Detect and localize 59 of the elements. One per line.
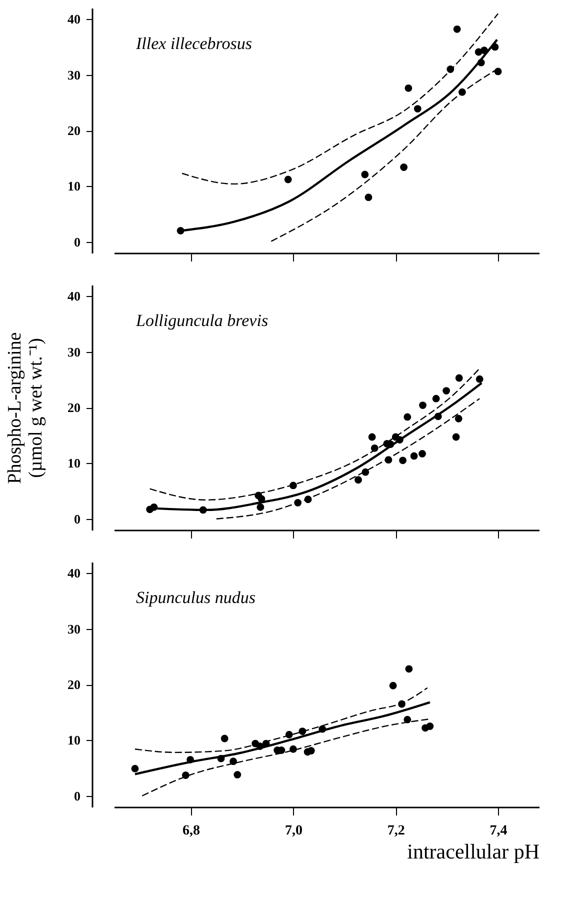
point xyxy=(368,433,376,441)
line-series xyxy=(134,701,432,776)
y-tick-label: 10 xyxy=(68,178,80,194)
x-tick-label: 7,0 xyxy=(284,824,302,838)
point xyxy=(399,456,407,464)
line-series xyxy=(216,398,480,520)
point xyxy=(410,452,418,460)
line-series xyxy=(142,718,431,796)
y-tick-label: 20 xyxy=(68,123,80,138)
point xyxy=(364,194,372,202)
x-axis-title: intracellular pH xyxy=(407,840,540,864)
point xyxy=(404,413,412,421)
x-tick-label: 7,2 xyxy=(387,824,405,838)
point xyxy=(234,771,242,778)
y-tick-label: 30 xyxy=(68,344,80,360)
y-tick-label: 40 xyxy=(68,12,80,27)
point xyxy=(476,375,484,383)
x-tick-label: 7,4 xyxy=(490,824,508,838)
text: Lolliguncula brevis xyxy=(135,311,268,330)
point xyxy=(414,105,422,112)
text: Illex illecebrosus xyxy=(135,34,252,53)
point xyxy=(361,170,369,178)
point xyxy=(182,772,190,779)
y-tick-label: 30 xyxy=(68,621,80,636)
y-axis-title: Phospho-L-arginine (µmol g wet wt.⁻¹) xyxy=(4,332,46,484)
point xyxy=(220,734,228,742)
y-tick-label: 0 xyxy=(74,788,80,804)
point xyxy=(400,164,408,171)
y-tick-label: 20 xyxy=(68,400,80,415)
x-tick-label: 6,8 xyxy=(182,824,200,838)
y-tick-label: 30 xyxy=(68,67,80,82)
y-tick-label: 10 xyxy=(68,456,80,471)
point xyxy=(432,394,440,402)
point xyxy=(404,84,412,92)
y-tick-label: 40 xyxy=(68,288,80,304)
point xyxy=(307,747,315,754)
point xyxy=(405,665,413,673)
y-tick-label: 40 xyxy=(68,566,80,581)
text: Sipunculus nudus xyxy=(136,588,256,607)
point xyxy=(454,414,462,422)
point xyxy=(455,374,463,382)
point xyxy=(452,433,460,441)
line-series xyxy=(134,687,428,754)
point xyxy=(284,176,292,184)
y-tick-label: 20 xyxy=(68,677,80,692)
line-series xyxy=(149,368,480,501)
point xyxy=(389,682,397,690)
point xyxy=(426,722,434,730)
y-tick-label: 0 xyxy=(74,511,80,526)
point xyxy=(453,25,461,33)
y-tick-label: 0 xyxy=(74,234,80,250)
point xyxy=(354,476,362,484)
point xyxy=(419,402,426,409)
point xyxy=(230,758,238,766)
point xyxy=(256,503,264,511)
point xyxy=(418,450,426,458)
y-tick-label: 10 xyxy=(68,732,80,748)
point xyxy=(442,387,450,394)
point xyxy=(131,764,139,772)
